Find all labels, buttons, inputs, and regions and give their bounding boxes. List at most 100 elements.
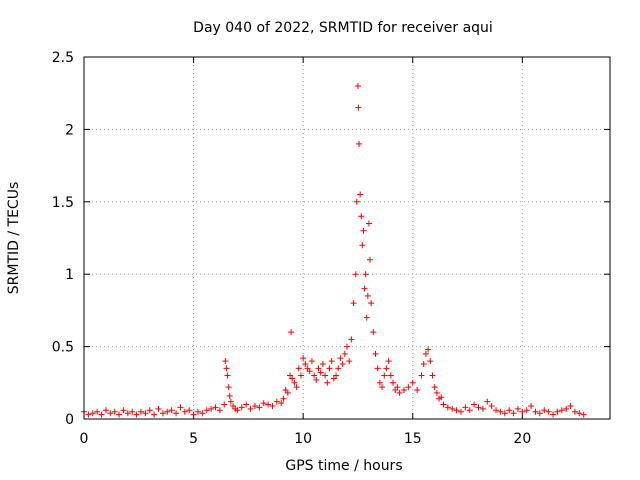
x-tick-label: 0 — [80, 431, 89, 447]
data-point — [280, 395, 287, 402]
data-point — [370, 329, 377, 336]
data-point — [390, 379, 397, 386]
data-point — [358, 213, 365, 220]
data-point — [418, 372, 425, 379]
data-point — [571, 408, 578, 415]
x-axis-label: GPS time / hours — [285, 458, 402, 474]
data-point — [256, 404, 263, 411]
data-points — [81, 82, 587, 418]
data-point — [510, 410, 517, 417]
data-point — [484, 398, 491, 405]
data-point — [429, 372, 436, 379]
data-point — [265, 401, 272, 408]
data-point — [203, 407, 210, 414]
data-point — [247, 405, 254, 412]
data-point — [532, 408, 539, 415]
data-point — [367, 256, 374, 263]
data-point — [173, 410, 180, 417]
data-point — [372, 350, 379, 357]
data-point — [234, 407, 241, 414]
data-point — [328, 358, 335, 365]
data-point — [364, 292, 371, 299]
data-point — [311, 372, 318, 379]
data-point — [506, 407, 513, 414]
data-point — [400, 387, 407, 394]
data-point — [302, 360, 309, 367]
data-point — [335, 365, 342, 372]
x-tick-label: 10 — [294, 431, 312, 447]
data-point — [116, 411, 123, 418]
data-point — [519, 408, 526, 415]
data-point — [226, 392, 233, 399]
data-point — [523, 407, 530, 414]
plot-frame — [83, 56, 611, 420]
data-point — [168, 407, 175, 414]
data-point — [98, 411, 105, 418]
data-point — [444, 404, 451, 411]
data-point — [394, 384, 401, 391]
data-point — [224, 372, 231, 379]
data-point — [137, 408, 144, 415]
x-tick-label: 5 — [189, 431, 198, 447]
data-point — [497, 408, 504, 415]
data-point — [563, 405, 570, 412]
data-point — [221, 401, 228, 408]
data-point — [251, 402, 258, 409]
data-point — [89, 410, 96, 417]
data-point — [333, 372, 340, 379]
data-point — [129, 408, 136, 415]
data-point — [356, 140, 363, 147]
data-point — [488, 402, 495, 409]
data-point — [227, 398, 234, 405]
data-point — [164, 408, 171, 415]
data-point — [151, 411, 158, 418]
data-point — [501, 410, 508, 417]
data-point — [365, 220, 372, 227]
data-point — [453, 407, 460, 414]
data-point — [293, 384, 300, 391]
data-point — [576, 410, 583, 417]
data-point — [133, 411, 140, 418]
data-point — [208, 405, 215, 412]
data-point — [315, 365, 322, 372]
data-point — [414, 387, 421, 394]
data-point — [177, 404, 184, 411]
y-tick-label: 0 — [65, 412, 74, 428]
data-point — [350, 300, 357, 307]
data-point — [363, 314, 370, 321]
data-point — [376, 379, 383, 386]
data-point — [339, 360, 346, 367]
data-point — [528, 402, 535, 409]
data-point — [381, 372, 388, 379]
data-point — [326, 365, 333, 372]
data-point — [107, 410, 114, 417]
data-point — [269, 402, 276, 409]
data-point — [159, 410, 166, 417]
data-point — [300, 355, 307, 362]
data-point — [295, 365, 302, 372]
data-point — [348, 336, 355, 343]
data-point — [425, 346, 432, 353]
data-point — [324, 379, 331, 386]
data-point — [422, 350, 429, 357]
data-point — [420, 360, 427, 367]
y-tick-label: 2.5 — [52, 50, 74, 66]
data-point — [493, 407, 500, 414]
data-point — [278, 400, 285, 407]
data-point — [155, 405, 162, 412]
x-tick-label: 15 — [404, 431, 422, 447]
data-point — [466, 407, 473, 414]
data-point — [457, 408, 464, 415]
data-point — [346, 358, 353, 365]
data-point — [199, 410, 206, 417]
data-point — [427, 358, 434, 365]
y-tick-label: 1.5 — [52, 195, 74, 211]
x-tick-label: 20 — [513, 431, 531, 447]
y-tick-label: 2 — [65, 122, 74, 138]
data-point — [102, 407, 109, 414]
data-point — [475, 404, 482, 411]
data-point — [558, 407, 565, 414]
data-point — [94, 408, 101, 415]
data-point — [462, 404, 469, 411]
data-point — [359, 242, 366, 249]
